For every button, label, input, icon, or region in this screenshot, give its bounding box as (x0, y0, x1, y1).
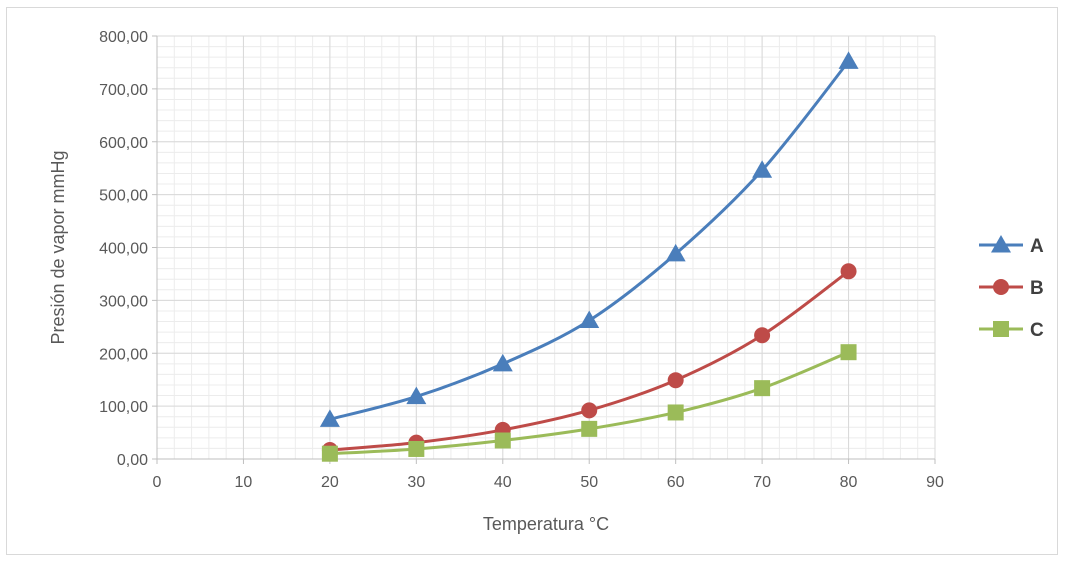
series-a-point (752, 160, 773, 178)
y-tick-label: 600,00 (99, 135, 148, 152)
series-b-point (754, 327, 771, 344)
y-tick-label: 500,00 (99, 188, 148, 205)
y-tick-label: 0,00 (117, 452, 148, 469)
series-c-point (321, 445, 338, 462)
x-tick-label: 60 (667, 474, 685, 491)
legend-c-marker (993, 321, 1009, 337)
legend-b-marker (993, 279, 1009, 295)
series-c-point (754, 380, 771, 397)
x-tick-label: 90 (926, 474, 944, 491)
y-tick-label: 300,00 (99, 293, 148, 310)
legend-a-label: A (1030, 236, 1044, 257)
y-tick-label: 800,00 (99, 29, 148, 46)
series-c-point (667, 404, 684, 421)
y-tick-label: 200,00 (99, 346, 148, 363)
series-c-point (840, 344, 857, 361)
x-tick-label: 30 (407, 474, 425, 491)
legend-b-label: B (1030, 278, 1044, 299)
x-tick-label: 0 (153, 474, 162, 491)
x-tick-label: 80 (840, 474, 858, 491)
series-c-point (581, 420, 598, 437)
series-b-point (581, 402, 598, 419)
x-tick-label: 70 (753, 474, 771, 491)
legend-a-marker (991, 235, 1011, 253)
series-a-point (406, 386, 427, 405)
series-b-point (840, 263, 857, 280)
series-c-point (494, 432, 511, 449)
series-a-point (492, 353, 513, 372)
y-tick-label: 100,00 (99, 399, 148, 416)
series-a-point (665, 243, 686, 262)
y-axis-title: Presión de vapor mmHg (48, 150, 68, 344)
legend-c-label: C (1030, 320, 1044, 341)
series-c-point (408, 440, 425, 457)
series-a-point (838, 51, 859, 69)
x-tick-label: 50 (580, 474, 598, 491)
series-b-point (667, 372, 684, 389)
series-a-point (579, 310, 600, 328)
series-a-point (319, 409, 340, 427)
y-tick-label: 700,00 (99, 82, 148, 99)
x-axis-title: Temperatura °C (483, 514, 609, 534)
x-tick-label: 20 (321, 474, 339, 491)
x-tick-label: 10 (235, 474, 253, 491)
x-tick-label: 40 (494, 474, 512, 491)
y-tick-label: 400,00 (99, 241, 148, 258)
